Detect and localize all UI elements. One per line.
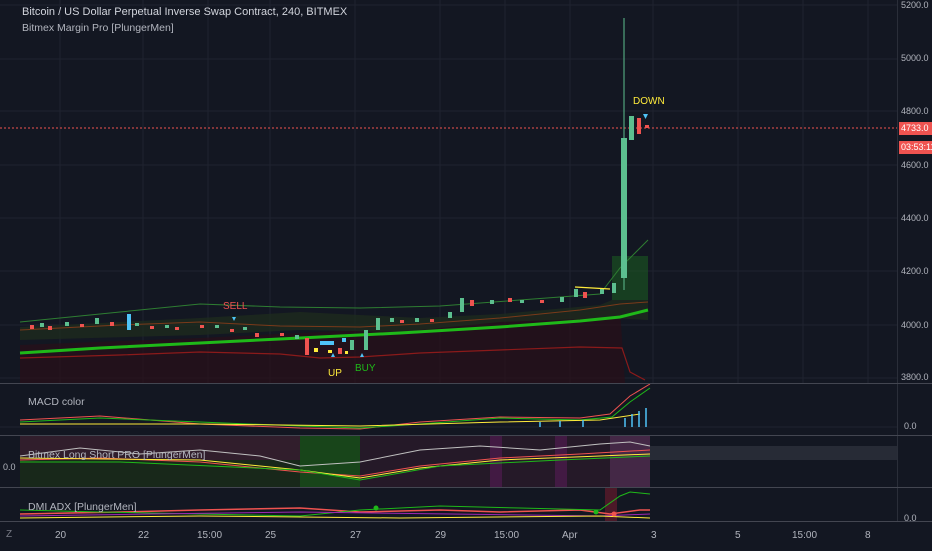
longshort-left-value: 0.0 [3, 462, 16, 472]
breakout-box [612, 256, 648, 300]
time-tick: 8 [865, 530, 871, 541]
countdown-tag: 03:53:11 [899, 141, 932, 154]
pane-separator[interactable] [0, 487, 932, 488]
price-tick: 5000.0 [901, 53, 929, 63]
time-tick: 22 [138, 530, 150, 541]
pane-separator[interactable] [0, 383, 932, 384]
chart-title: Bitcoin / US Dollar Perpetual Inverse Sw… [22, 6, 348, 18]
pane-separator[interactable] [0, 435, 932, 436]
price-tick: 4800.0 [901, 106, 929, 116]
buy-arrow [360, 353, 364, 357]
dmi-pane[interactable]: DMI ADX [PlungerMen] [0, 488, 897, 521]
indicator-title: Bitmex Margin Pro [PlungerMen] [22, 22, 174, 34]
price-axis[interactable]: 5200.0 5000.0 4800.0 4600.0 4400.0 4200.… [897, 0, 932, 383]
main-chart-svg [0, 0, 897, 383]
buy-signal-label: BUY [355, 363, 376, 374]
price-tick: 5200.0 [901, 0, 929, 10]
longshort-axis[interactable] [897, 436, 932, 487]
time-axis[interactable]: Z 20 22 15:00 25 27 29 15:00 Apr 3 5 15:… [0, 521, 932, 551]
trend-line [19, 308, 649, 355]
macd-pane[interactable]: MACD color [0, 384, 897, 435]
longshort-svg [0, 436, 897, 487]
up-signal-label: UP [328, 368, 342, 379]
price-tick: 4000.0 [901, 320, 929, 330]
dmi-title: DMI ADX [PlungerMen] [28, 501, 137, 513]
dmi-axis-tick: 0.0 [904, 513, 917, 523]
time-tick: Apr [562, 530, 578, 541]
time-tick: 3 [651, 530, 657, 541]
macd-axis[interactable]: 0.0 [897, 384, 932, 435]
price-tick: 4400.0 [901, 213, 929, 223]
time-tick: 15:00 [494, 530, 520, 541]
longshort-pane[interactable]: Bitmex Long Short PRO [PlungerMen] 0.0 [0, 436, 897, 487]
last-price-tag: 4733.0 [899, 122, 932, 135]
zoom-button[interactable]: Z [6, 529, 13, 540]
dmi-svg [19, 488, 651, 521]
upper-channel-line [19, 239, 649, 323]
main-chart-pane[interactable]: Bitcoin / US Dollar Perpetual Inverse Sw… [0, 0, 897, 383]
down-arrow [643, 114, 648, 119]
down-signal-label: DOWN [633, 96, 665, 107]
macd-svg [0, 384, 897, 430]
mid-channel-line [19, 301, 649, 331]
candles [30, 18, 649, 355]
time-tick: 15:00 [792, 530, 818, 541]
time-tick: 20 [55, 530, 67, 541]
sell-signal-label: SELL [223, 301, 248, 312]
longshort-title: Bitmex Long Short PRO [PlungerMen] [28, 449, 206, 461]
sell-arrow [232, 317, 236, 321]
time-tick: 27 [350, 530, 362, 541]
dmi-axis[interactable]: 0.0 [897, 488, 932, 523]
time-tick: 25 [265, 530, 277, 541]
macd-axis-tick: 0.0 [904, 421, 917, 431]
up-arrow [331, 353, 335, 357]
price-tick: 4600.0 [901, 160, 929, 170]
price-tick: 3800.0 [901, 372, 929, 382]
time-tick: 15:00 [197, 530, 223, 541]
time-tick: 29 [435, 530, 447, 541]
time-tick: 5 [735, 530, 741, 541]
macd-title: MACD color [28, 396, 85, 408]
price-tick: 4200.0 [901, 266, 929, 276]
lower-channel-line [19, 346, 646, 381]
